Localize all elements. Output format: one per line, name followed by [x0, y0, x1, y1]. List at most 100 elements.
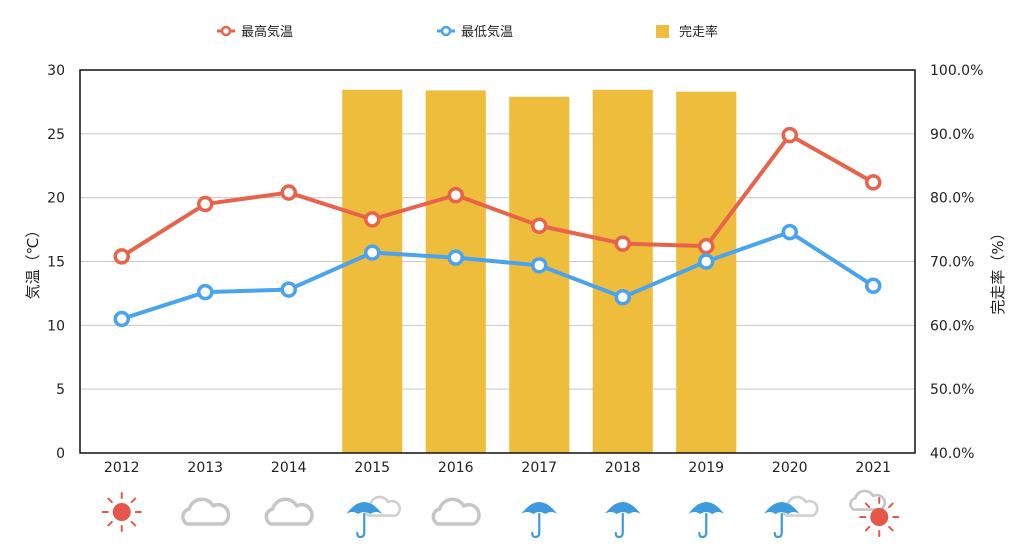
- x-tick-label: 2012: [104, 460, 140, 476]
- legend: 最高気温 最低気温 完走率: [217, 24, 718, 40]
- data-point: [531, 257, 548, 274]
- umbrella-handle: [698, 512, 708, 539]
- x-tick-label: 2021: [855, 460, 891, 476]
- sun-disk: [112, 503, 131, 521]
- series-line: [121, 230, 875, 321]
- data-point: [781, 223, 798, 241]
- y-tick-label-right: 60.0%: [930, 318, 974, 334]
- y-tick-label-right: 90.0%: [930, 127, 974, 143]
- y-tick-label-left: 25: [47, 127, 65, 143]
- sun-ray: [107, 497, 113, 504]
- umbrella-canopy: [346, 502, 383, 514]
- data-point: [698, 237, 715, 255]
- bar: [342, 89, 403, 453]
- bar: [425, 90, 486, 453]
- cloud-shape: [431, 497, 481, 526]
- weather-icon-cloud-sun: [849, 489, 900, 537]
- sun-ray: [107, 520, 113, 527]
- y-axis-label-right: 完走率（%）: [989, 225, 1007, 314]
- sun-ray: [888, 502, 894, 509]
- data-point: [197, 195, 214, 213]
- data-point: [364, 211, 381, 228]
- cloud-shape: [181, 497, 231, 526]
- cloud-shape: [264, 497, 314, 526]
- bar-series: [342, 89, 737, 453]
- data-point: [113, 310, 130, 328]
- x-tick-label: 2018: [605, 460, 641, 476]
- sun-ray: [888, 525, 894, 532]
- umbrella-canopy: [688, 502, 725, 514]
- y-tick-label-right: 80.0%: [930, 191, 974, 207]
- y-axis-label-left: 気温（℃）: [24, 223, 42, 300]
- y-tick-label-right: 40.0%: [930, 446, 974, 462]
- data-point: [698, 253, 715, 270]
- umbrella-handle: [531, 512, 541, 539]
- y-tick-label-right: 70.0%: [930, 255, 974, 271]
- data-point: [113, 248, 130, 265]
- plot-frame: [79, 69, 916, 454]
- umbrella-handle: [773, 512, 783, 539]
- series-line: [120, 133, 875, 259]
- data-point: [781, 126, 798, 144]
- weather-icon-cloud: [431, 497, 481, 526]
- x-tick-label: 2017: [521, 460, 557, 476]
- umbrella-handle: [614, 512, 624, 539]
- weather-icon-sun: [101, 492, 142, 532]
- x-tick-label: 2013: [187, 460, 223, 476]
- weather-icon-rain: [346, 495, 402, 539]
- weather-icon-cloud: [264, 497, 314, 526]
- y-tick-label-right: 100.0%: [930, 63, 983, 79]
- legend-item-finish-rate: 完走率: [656, 24, 718, 40]
- legend-item-max-temp: 最高気温: [217, 24, 293, 40]
- weather-icons: [101, 489, 900, 539]
- data-point: [364, 244, 381, 261]
- x-tick-label: 2016: [438, 460, 474, 476]
- axes: [79, 69, 916, 454]
- data-point: [280, 184, 297, 201]
- data-point: [447, 186, 464, 204]
- bar: [592, 89, 653, 453]
- y-tick-label-left: 5: [56, 382, 65, 398]
- weather-icon-cloud: [181, 497, 231, 526]
- data-point: [865, 277, 882, 295]
- sun-disk: [870, 508, 889, 526]
- sun-ray: [864, 525, 871, 532]
- cloud-shape: [849, 489, 887, 511]
- umbrella-canopy: [521, 502, 558, 514]
- y-tick-label-left: 10: [47, 318, 65, 334]
- sun-ray: [130, 497, 137, 504]
- weather-icon-rain: [604, 502, 641, 539]
- x-tick-label: 2015: [354, 460, 390, 476]
- umbrella-handle: [356, 512, 366, 539]
- line-series: [113, 126, 882, 328]
- y-tick-label-left: 20: [47, 191, 65, 207]
- legend-label-finish-rate: 完走率: [679, 24, 718, 40]
- y-tick-label-right: 50.0%: [930, 382, 974, 398]
- weather-icon-rain: [688, 502, 725, 539]
- x-tick-label: 2014: [271, 460, 307, 476]
- data-point: [197, 283, 214, 301]
- legend-label-min-temp: 最低気温: [461, 24, 513, 40]
- data-point: [614, 235, 631, 252]
- y-tick-label-left: 30: [47, 63, 65, 79]
- legend-item-min-temp: 最低気温: [437, 24, 513, 40]
- y-tick-label-left: 0: [56, 446, 65, 462]
- x-tick-label: 2019: [688, 460, 724, 476]
- umbrella-canopy: [604, 502, 641, 514]
- data-point: [280, 281, 297, 298]
- tick-labels: 0 5 10 15 20 25 30 40.0% 50.0% 60.0% 70.0% 80.0% 90.…: [47, 63, 983, 476]
- data-point: [447, 249, 464, 266]
- y-tick-label-left: 15: [47, 255, 65, 271]
- x-tick-label: 2020: [772, 460, 808, 476]
- umbrella-canopy: [763, 502, 800, 514]
- data-point: [531, 217, 548, 235]
- weather-icon-rain: [521, 502, 558, 539]
- sun-ray: [130, 520, 137, 527]
- legend-label-max-temp: 最高気温: [241, 24, 293, 40]
- weather-icon-rain: [763, 495, 819, 539]
- sun-ray: [864, 502, 871, 509]
- bar: [676, 91, 737, 453]
- data-point: [614, 288, 631, 306]
- data-point: [865, 174, 882, 191]
